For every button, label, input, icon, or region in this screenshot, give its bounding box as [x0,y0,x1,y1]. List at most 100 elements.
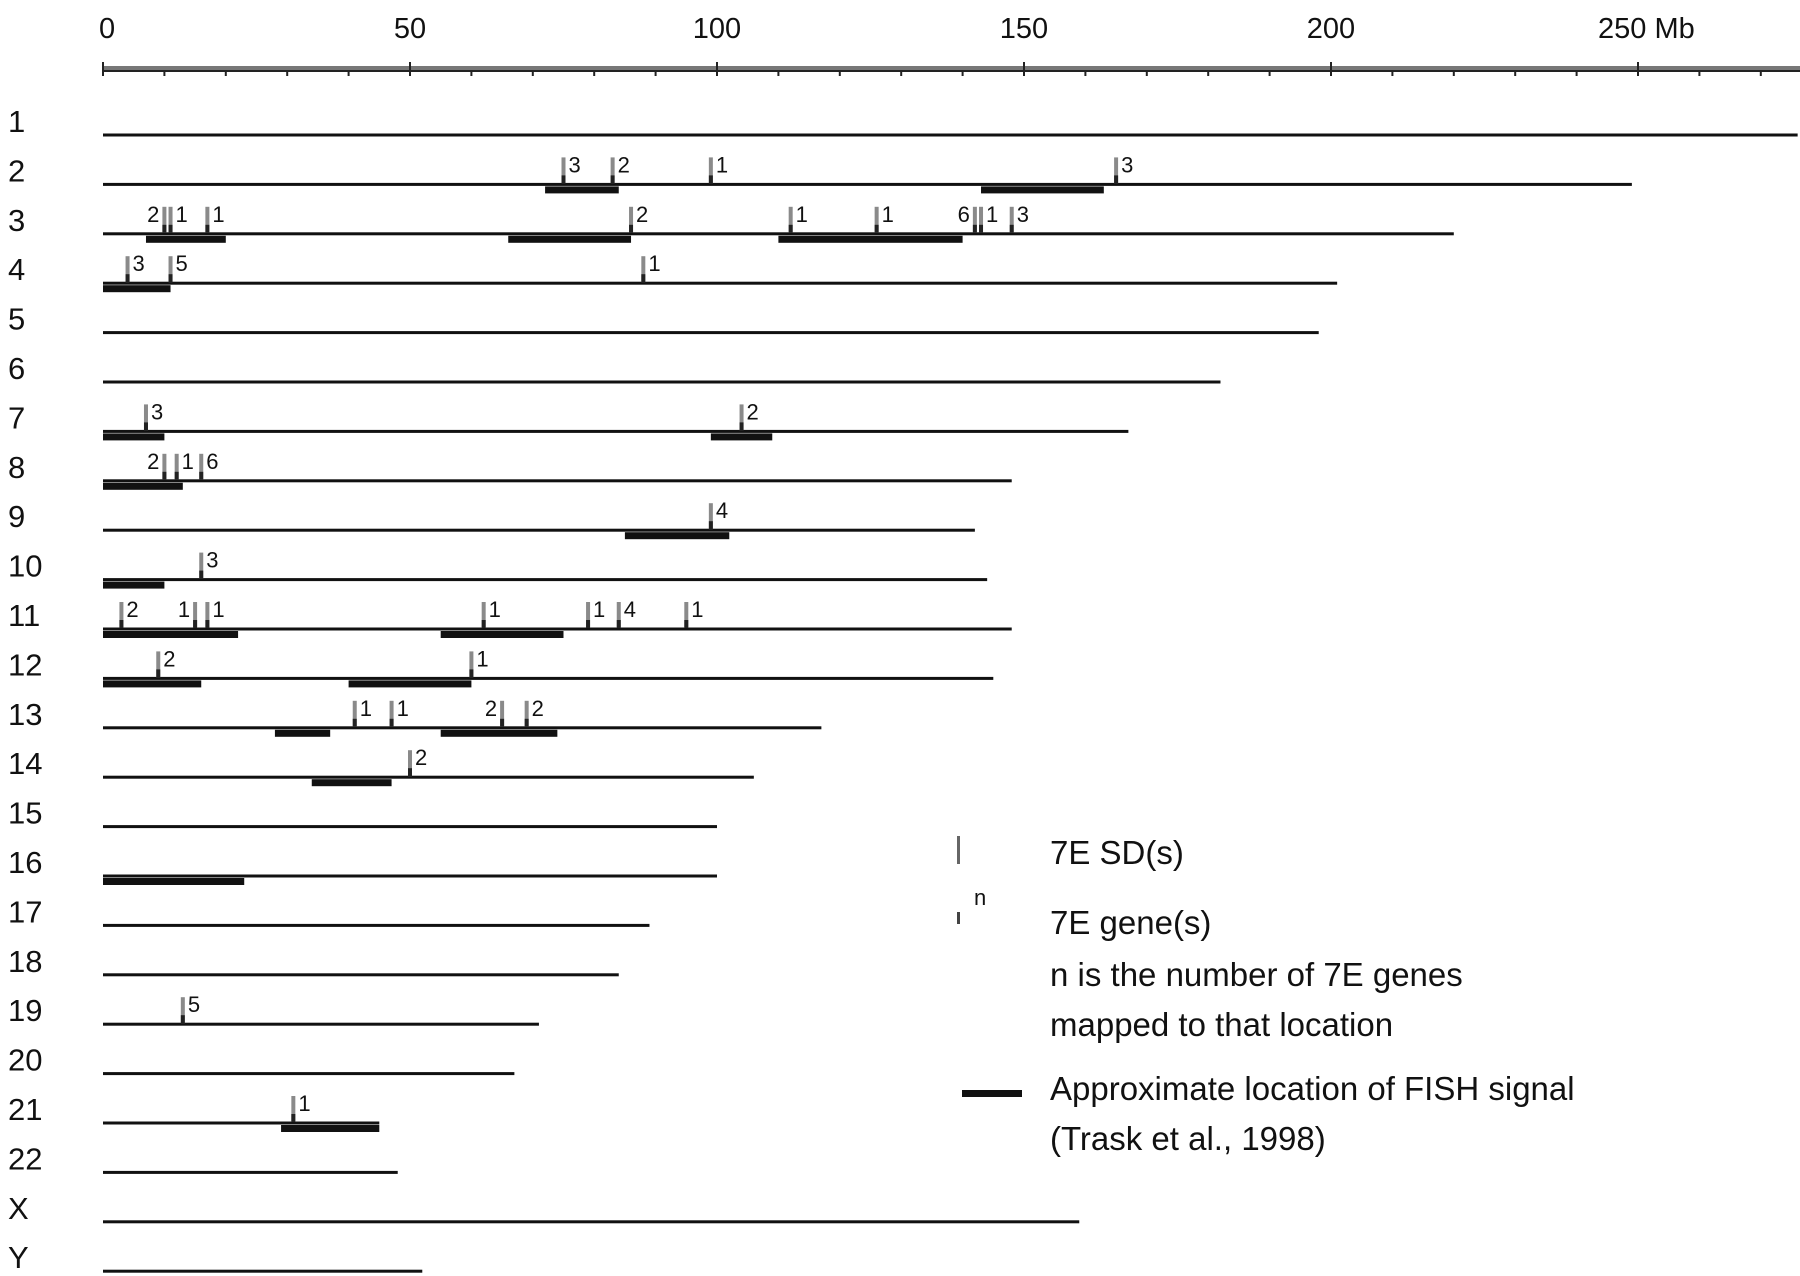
sd-marker [205,206,210,233]
gene-count-label: 2 [618,152,630,177]
chromosome-line [103,133,1798,137]
axis-minor-tick [838,70,841,76]
gene-count-label: 5 [188,992,200,1017]
gene-count-label: 4 [716,498,728,523]
sd-marker [352,700,357,727]
gene-marker [205,224,210,233]
gene-count-label: 1 [182,449,194,474]
sd-marker [389,700,394,727]
gene-count-label: 1 [397,696,409,721]
fish-signal-bar [710,433,773,441]
axis-minor-tick [1145,70,1148,76]
gene-marker [352,718,357,727]
gene-count-label: 3 [151,399,163,424]
chromosome-line [103,331,1319,335]
chromosome-line [103,182,1632,186]
chromosome-line [103,775,754,779]
chromosome-label: 13 [8,697,42,732]
fish-signal-bar [103,285,171,293]
gene-marker [586,620,591,628]
chromosome-label: 14 [8,746,42,781]
gene-marker [162,224,167,233]
gene-count-label: 2 [747,399,759,424]
fish-signal-bar [981,186,1104,194]
sd-marker [199,552,204,579]
sd-marker [408,750,412,777]
gene-marker [408,768,412,777]
fish-signal-bar [103,680,202,688]
legend-sd-symbol [957,836,960,864]
chromosome-row-5: 5 [8,302,1319,337]
sd-marker [586,602,591,628]
gene-count-label: 2 [415,745,427,770]
fish-signal-bar [440,631,564,638]
sd-marker [180,997,185,1024]
chromosome-row-2: 2 3 2 1 3 [8,152,1632,194]
sd-marker [174,453,179,480]
gene-marker [481,620,486,628]
gene-count-label: 3 [569,152,581,177]
sd-marker [972,206,977,233]
chromosome-line [103,923,650,927]
chromosome-row-11: 11 2 1 1 1 1 4 1 [8,597,1012,638]
fish-signal-bar [274,729,331,737]
gene-count-label: 1 [796,202,808,227]
chromosome-label: 4 [8,252,25,287]
axis-major-tick [102,62,104,76]
chromosome-label: 8 [8,450,25,485]
chromosome-label: 7 [8,400,25,435]
chromosome-line [103,1170,398,1174]
chromosome-line [103,726,822,730]
gene-marker [180,1015,185,1024]
gene-marker [143,422,148,431]
axis-minor-tick [961,70,964,76]
chromosome-row-1: 1 [8,104,1798,139]
sd-marker [119,602,124,628]
sd-marker [1114,157,1119,184]
gene-marker [119,620,124,628]
gene-marker [199,570,204,579]
axis-baseline [103,70,1800,72]
fish-signal-bar [778,235,963,243]
gene-count-label: 1 [298,1091,310,1116]
chromosome-row-18: 18 [8,944,619,979]
gene-count-label: 1 [716,152,728,177]
axis-tick-label: 0 [99,13,115,45]
axis-minor-tick [163,70,166,76]
sd-marker [708,503,713,530]
fish-signal-bar [508,235,632,243]
gene-marker [469,669,474,678]
gene-count-label: 1 [489,597,501,622]
chromosome-row-17: 17 [8,894,650,929]
sd-marker [156,651,161,678]
sd-marker [629,206,634,233]
fish-signal-bar [311,779,392,787]
chromosome-row-15: 15 [8,796,717,831]
chromosome-row-4: 4 3 5 1 [8,251,1338,293]
chromosome-row-12: 12 2 1 [8,646,994,688]
gene-marker [125,274,130,283]
legend-fish-label-line1: Approximate location of FISH signal [1050,1070,1575,1107]
chromosome-label: 10 [8,549,42,584]
sd-marker [739,404,744,431]
gene-count-label: 1 [360,696,372,721]
gene-marker [708,521,713,530]
gene-count-label: 3 [1121,152,1133,177]
mb-axis: 0 50 100 150 200 250 Mb [99,13,1800,76]
sd-marker [708,157,713,184]
gene-count-label: 1 [593,597,605,622]
legend-fish-symbol [962,1090,1022,1097]
sd-marker [610,157,615,184]
axis-major-tick [409,62,411,76]
chromosome-label: 6 [8,351,25,386]
fish-signal-bar [348,680,472,688]
sd-marker [168,256,173,283]
gene-marker [641,274,646,283]
axis-major-tick [716,62,718,76]
chromosome-row-16: 16 [8,845,717,885]
legend-fish-label-line2: (Trask et al., 1998) [1050,1120,1326,1157]
chromosome-row-19: 19 5 [8,992,539,1028]
gene-count-label: 2 [163,646,175,671]
